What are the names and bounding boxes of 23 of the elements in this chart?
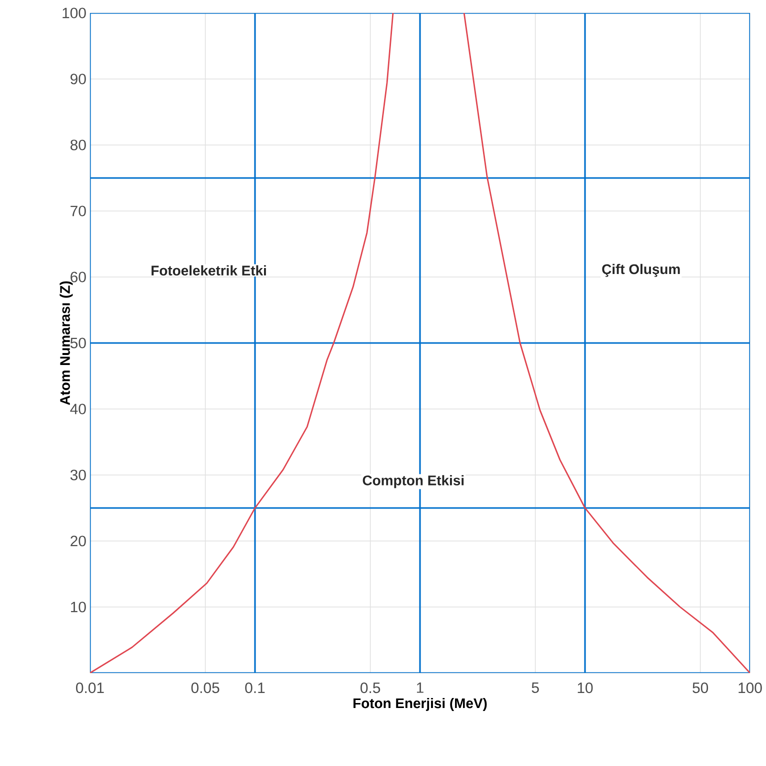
y-tick-label: 10 <box>70 602 86 612</box>
y-tick-label: 40 <box>70 404 86 414</box>
y-tick-label: 60 <box>70 272 86 282</box>
x-tick-label: 50 <box>692 682 708 694</box>
y-tick-label: 80 <box>70 140 86 150</box>
annotation: Compton Etkisi <box>362 475 464 488</box>
x-tick-label: 0.5 <box>360 682 380 694</box>
x-tick-label: 1 <box>416 682 424 693</box>
y-tick-label: 20 <box>70 536 86 546</box>
x-tick-label: 5 <box>532 682 539 693</box>
x-tick-label: 10 <box>578 682 593 694</box>
y-tick-label: 90 <box>70 74 86 84</box>
x-tick-label: 0.1 <box>245 682 265 694</box>
x-tick-label: 0.01 <box>76 682 104 694</box>
x-tick-label: 0.05 <box>191 682 220 694</box>
annotation: Çift Oluşum <box>602 264 680 277</box>
y-tick-label: 100 <box>62 8 86 18</box>
x-axis-title: Foton Enerjisi (MeV) <box>354 698 487 711</box>
y-tick-label: 50 <box>70 338 86 348</box>
annotation: Fotoeleketrik Etki <box>152 265 266 276</box>
y-tick-label: 70 <box>70 206 86 216</box>
x-tick-label: 100 <box>738 682 762 694</box>
y-tick-label: 30 <box>70 470 86 480</box>
